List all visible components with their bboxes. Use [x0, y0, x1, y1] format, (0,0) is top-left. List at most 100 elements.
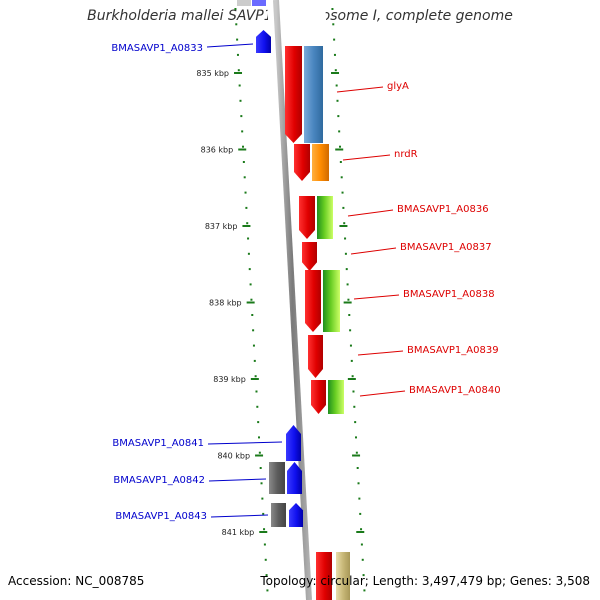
gene-label-reverse[interactable]: BMASAVP1_A0841	[112, 438, 204, 449]
gene-feature-box	[269, 462, 285, 494]
feature-top-edge-gray	[237, 0, 251, 6]
minor-tick-outer	[355, 436, 358, 439]
minor-tick-outer	[340, 176, 343, 179]
minor-tick-outer	[351, 375, 354, 378]
minor-tick-inner	[250, 298, 253, 301]
minor-tick-inner	[257, 421, 260, 424]
minor-tick-inner	[254, 375, 257, 378]
tick-label: 841 kbp	[222, 528, 255, 537]
gene-label-forward[interactable]: BMASAVP1_A0839	[407, 345, 499, 356]
minor-tick-outer	[342, 206, 345, 209]
minor-tick-outer	[355, 451, 358, 454]
minor-tick-inner	[248, 268, 251, 271]
minor-tick-outer	[356, 467, 359, 469]
minor-tick-inner	[252, 344, 255, 347]
minor-tick-inner	[259, 467, 262, 469]
minor-tick-inner	[240, 115, 243, 118]
minor-tick-inner	[258, 436, 261, 439]
gene-arrow-forward	[302, 242, 317, 271]
feature-bottom-edge-khaki	[336, 552, 350, 600]
minor-tick-outer	[331, 8, 334, 10]
minor-tick-inner	[243, 176, 246, 179]
major-tick-outer	[356, 531, 365, 533]
minor-tick-outer	[343, 222, 346, 225]
minor-tick-inner	[256, 405, 259, 408]
label-leader-line	[353, 294, 400, 300]
major-tick-outer	[339, 225, 348, 227]
minor-tick-outer	[332, 23, 335, 26]
label-leader-line	[347, 209, 394, 217]
gene-label-forward[interactable]: BMASAVP1_A0837	[400, 242, 492, 253]
minor-tick-outer	[360, 543, 363, 546]
gene-feature-box	[317, 196, 333, 239]
minor-tick-outer	[349, 344, 352, 347]
major-tick-inner	[234, 72, 243, 74]
minor-tick-outer	[352, 390, 355, 393]
accession-text: Accession: NC_008785	[8, 574, 145, 588]
minor-tick-inner	[246, 222, 249, 225]
minor-tick-inner	[238, 84, 241, 87]
tick-label: 835 kbp	[196, 69, 229, 78]
gene-arrow-reverse	[256, 30, 271, 53]
minor-tick-inner	[265, 574, 268, 577]
minor-tick-outer	[358, 497, 361, 500]
gene-label-reverse[interactable]: BMASAVP1_A0833	[111, 43, 203, 54]
gene-feature-box	[328, 380, 344, 414]
minor-tick-outer	[354, 421, 357, 424]
major-tick-inner	[242, 225, 251, 227]
minor-tick-outer	[344, 252, 347, 255]
minor-tick-inner	[242, 161, 245, 163]
feature-bottom-edge-red	[316, 552, 332, 600]
label-leader-line	[350, 247, 397, 255]
minor-tick-inner	[262, 512, 265, 515]
gene-label-forward[interactable]: nrdR	[394, 149, 418, 160]
minor-tick-inner	[244, 191, 247, 194]
gene-label-layer: glyA nrdR BMASAVP1_A0836 BMASAVP1_A0837 BMAS…	[111, 43, 500, 522]
gene-arrow-forward	[308, 335, 323, 378]
minor-tick-outer	[363, 589, 366, 592]
minor-tick-inner	[253, 359, 256, 362]
minor-tick-outer	[353, 405, 356, 408]
gene-arrow-forward	[299, 196, 315, 239]
major-tick-outer	[343, 301, 352, 304]
gene-label-forward[interactable]: BMASAVP1_A0840	[409, 385, 501, 396]
minor-tick-inner	[251, 314, 254, 316]
minor-tick-inner	[255, 390, 258, 393]
minor-tick-outer	[344, 237, 347, 240]
minor-tick-outer	[339, 161, 342, 163]
gene-label-reverse[interactable]: BMASAVP1_A0842	[113, 475, 205, 486]
topology-text: Topology: circular; Length: 3,497,479 bp…	[260, 574, 590, 588]
minor-tick-outer	[339, 145, 342, 148]
gene-label-forward[interactable]: glyA	[387, 81, 409, 92]
label-leader-line	[342, 154, 391, 161]
gene-arrow-forward	[305, 270, 321, 332]
minor-tick-outer	[341, 191, 344, 194]
minor-tick-inner	[260, 482, 263, 485]
minor-tick-inner	[264, 558, 267, 561]
label-leader-line	[208, 478, 267, 482]
major-tick-inner	[259, 531, 268, 533]
gene-label-forward[interactable]: BMASAVP1_A0838	[403, 289, 495, 300]
gene-track	[256, 30, 344, 527]
minor-tick-inner	[263, 528, 266, 531]
label-leader-line	[207, 441, 283, 445]
tick-label: 836 kbp	[201, 146, 234, 155]
label-leader-line	[357, 350, 404, 356]
minor-tick-inner	[249, 283, 252, 286]
minor-tick-outer	[348, 314, 351, 316]
gene-arrow-forward	[311, 380, 326, 414]
minor-tick-outer	[361, 558, 364, 561]
tick-label: 840 kbp	[217, 452, 250, 461]
gene-feature-box	[323, 270, 340, 332]
gene-label-reverse[interactable]: BMASAVP1_A0843	[115, 511, 207, 522]
minor-tick-outer	[346, 283, 349, 286]
label-leader-line	[336, 86, 384, 93]
minor-tick-outer	[336, 99, 339, 102]
gene-feature-box	[304, 46, 323, 143]
minor-tick-outer	[350, 359, 353, 362]
gene-label-forward[interactable]: BMASAVP1_A0836	[397, 204, 489, 215]
minor-tick-inner	[241, 130, 244, 133]
minor-tick-outer	[359, 512, 362, 515]
tick-label: 839 kbp	[213, 375, 246, 384]
